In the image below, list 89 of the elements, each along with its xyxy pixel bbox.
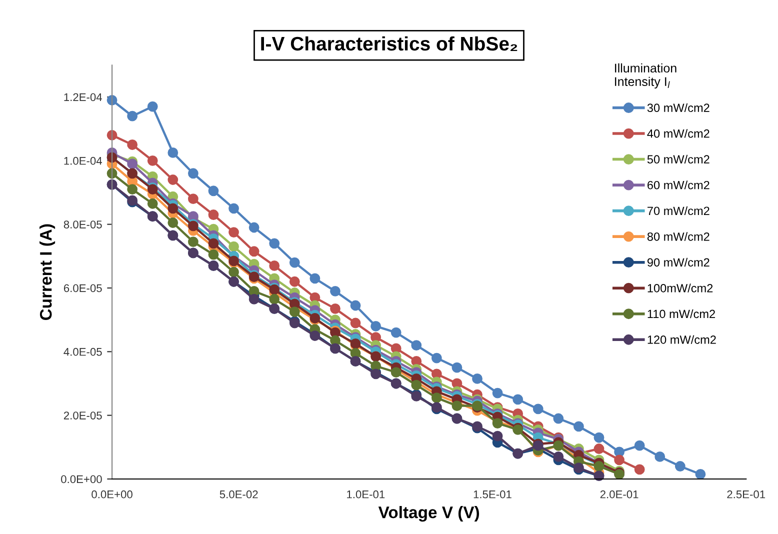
point <box>452 400 462 411</box>
point <box>289 306 300 318</box>
point <box>208 186 219 196</box>
point <box>553 452 564 462</box>
point <box>695 469 706 480</box>
legend-label: 80 mW/cm2 <box>647 232 710 241</box>
legend-label: 110 mW/cm2 <box>648 309 715 318</box>
point <box>147 101 158 112</box>
point <box>350 300 361 311</box>
point <box>452 362 462 373</box>
point <box>614 454 624 466</box>
legend-label: 60 mW/cm2 <box>648 180 710 190</box>
chart-title: I-V Characteristics of NbSe₂ <box>261 36 518 52</box>
y-tick-label: 0.0E+00 <box>61 475 102 484</box>
point <box>492 430 503 442</box>
legend-label: 40 mW/cm2 <box>647 129 710 138</box>
y-tick-label: 2.0E-05 <box>64 412 102 420</box>
y-tick-label: 1.0E-04 <box>64 156 102 165</box>
point <box>411 340 422 350</box>
point <box>248 294 260 304</box>
point <box>289 257 300 268</box>
point <box>208 249 219 260</box>
point <box>269 260 280 271</box>
point <box>269 238 280 249</box>
point <box>654 452 666 462</box>
point <box>370 320 382 332</box>
point <box>228 241 239 252</box>
legend-label: 90 mW/cm2 <box>647 258 710 267</box>
point <box>188 168 198 179</box>
point <box>188 236 198 248</box>
point <box>127 140 138 150</box>
point <box>188 194 198 204</box>
point <box>512 394 524 405</box>
point <box>269 294 280 304</box>
point <box>350 318 361 328</box>
point <box>330 303 340 314</box>
point <box>106 94 118 106</box>
point <box>248 246 260 257</box>
point <box>228 203 239 214</box>
point <box>168 218 178 228</box>
point <box>289 276 300 287</box>
legend-label: 70 mW/cm2 <box>648 206 710 216</box>
point <box>594 444 604 454</box>
y-tick-label: 1.2E-04 <box>64 93 102 102</box>
point <box>248 222 260 233</box>
point <box>574 421 584 432</box>
y-axis-title: Current I (A) <box>40 224 56 320</box>
x-tick-label: 5.0E-02 <box>220 490 258 498</box>
legend-label: 30 mW/cm2 <box>647 103 710 112</box>
point <box>431 392 442 404</box>
x-tick-label: 1.0E-01 <box>347 490 385 498</box>
point <box>492 388 503 398</box>
point <box>594 432 604 443</box>
point <box>168 203 178 214</box>
point <box>147 198 158 209</box>
point <box>228 266 239 278</box>
point <box>634 464 645 475</box>
legend-label: 50 mW/cm2 <box>647 154 710 164</box>
point <box>390 367 402 378</box>
point <box>310 273 320 284</box>
point <box>330 286 340 296</box>
point <box>553 413 564 424</box>
point <box>532 404 544 414</box>
point <box>127 110 138 122</box>
x-tick-label: 1.5E-01 <box>474 490 512 498</box>
point <box>168 147 178 158</box>
point <box>674 461 686 472</box>
point <box>472 374 482 384</box>
point <box>127 184 138 195</box>
x-axis-title: Voltage V (V) <box>378 506 480 522</box>
point <box>411 380 422 390</box>
point <box>147 155 158 166</box>
point <box>168 174 178 185</box>
point <box>208 238 219 249</box>
y-tick-label: 6.0E-05 <box>64 284 102 292</box>
point <box>127 158 138 170</box>
y-tick-label: 4.0E-05 <box>64 348 102 356</box>
point <box>208 210 219 220</box>
x-tick-label: 2.0E-01 <box>600 490 638 498</box>
point <box>431 352 442 364</box>
x-tick-label: 2.5E-01 <box>727 490 766 498</box>
legend-title: Illumination Intensity I$_{l}$ <box>615 63 676 88</box>
point <box>228 227 239 238</box>
x-tick-label: 0.0E+00 <box>92 490 132 498</box>
point <box>390 327 402 338</box>
point <box>634 440 645 451</box>
legend-label: 100mW/cm2 <box>648 284 713 292</box>
y-tick-label: 8.0E-05 <box>64 220 102 228</box>
legend-label: 120 mW/cm2 <box>648 335 716 344</box>
